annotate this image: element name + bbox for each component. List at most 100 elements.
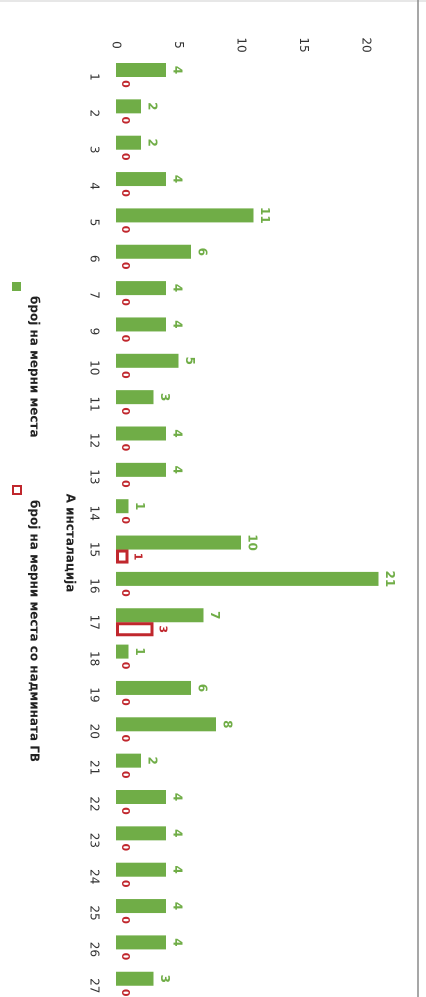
data-label-measuring-points: 5 [183, 357, 197, 365]
data-label-measuring-points: 7 [208, 611, 222, 619]
data-label-measuring-points: 2 [146, 139, 160, 147]
bar-24-measuring-points [116, 862, 166, 877]
data-label-exceeded: 0 [119, 989, 132, 997]
legend-label-exceeded: број на мерни места со надмината ГВ [28, 500, 42, 762]
category-tick-label: 2 [88, 110, 102, 118]
data-label-exceeded: 0 [119, 916, 132, 924]
category-tick-label: 20 [88, 724, 102, 739]
category-axis-title: А инсталација [64, 494, 78, 593]
category-tick-label: 9 [88, 328, 102, 336]
data-label-exceeded: 1 [132, 553, 145, 561]
bar-5-measuring-points [116, 208, 254, 223]
legend-swatch-measuring-points [12, 282, 21, 291]
bar-16-measuring-points [116, 571, 379, 586]
data-label-measuring-points: 4 [171, 938, 185, 946]
bar-6-measuring-points [116, 244, 191, 259]
bar-7-measuring-points [116, 281, 166, 296]
bar-15-measuring-points [116, 535, 241, 550]
bar-20-measuring-points [116, 717, 216, 732]
data-label-exceeded: 0 [119, 298, 132, 306]
bar-18-measuring-points [116, 644, 129, 659]
data-label-exceeded: 0 [119, 189, 132, 197]
bar-15-exceeded [116, 549, 129, 564]
data-label-exceeded: 0 [119, 407, 132, 415]
data-label-measuring-points: 1 [133, 647, 147, 655]
bar-4-measuring-points [116, 172, 166, 187]
data-label-measuring-points: 21 [383, 571, 397, 588]
bar-11-measuring-points [116, 390, 154, 405]
category-tick-label: 23 [88, 833, 102, 848]
category-tick-label: 27 [88, 978, 102, 993]
data-label-exceeded: 3 [157, 625, 170, 633]
category-tick-label: 25 [88, 905, 102, 920]
data-label-measuring-points: 4 [171, 429, 185, 437]
data-label-exceeded: 0 [119, 734, 132, 742]
data-label-exceeded: 0 [119, 880, 132, 888]
category-tick-label: 26 [88, 942, 102, 957]
data-label-measuring-points: 4 [171, 66, 185, 74]
data-label-measuring-points: 4 [171, 466, 185, 474]
data-label-measuring-points: 6 [196, 248, 210, 256]
data-label-measuring-points: 10 [246, 534, 260, 551]
data-label-measuring-points: 4 [171, 793, 185, 801]
bar-17-measuring-points [116, 608, 204, 623]
category-tick-label: 14 [88, 506, 102, 521]
data-label-measuring-points: 4 [171, 284, 185, 292]
data-label-measuring-points: 4 [171, 320, 185, 328]
bar-25-measuring-points [116, 899, 166, 914]
data-label-exceeded: 0 [119, 117, 132, 125]
data-label-measuring-points: 3 [158, 975, 172, 983]
data-label-exceeded: 0 [119, 444, 132, 452]
bar-26-measuring-points [116, 935, 166, 950]
bar-3-measuring-points [116, 135, 141, 150]
value-tick-label: 0 [110, 41, 124, 49]
bar-19-measuring-points [116, 680, 191, 695]
data-label-exceeded: 0 [119, 807, 132, 815]
legend-label-measuring-points: број на мерни места [28, 296, 42, 438]
data-label-exceeded: 0 [119, 771, 132, 779]
data-label-measuring-points: 6 [196, 684, 210, 692]
data-label-exceeded: 0 [119, 262, 132, 270]
legend-swatch-exceeded [12, 485, 22, 495]
category-tick-label: 22 [88, 796, 102, 811]
data-label-exceeded: 0 [119, 589, 132, 597]
bar-1-measuring-points [116, 63, 166, 77]
bar-27-measuring-points [116, 971, 154, 986]
category-tick-label: 13 [88, 469, 102, 484]
data-label-measuring-points: 4 [171, 829, 185, 837]
data-label-measuring-points: 2 [146, 756, 160, 764]
data-label-exceeded: 0 [119, 226, 132, 234]
data-label-measuring-points: 8 [221, 720, 235, 728]
bar-10-measuring-points [116, 353, 179, 368]
category-tick-label: 18 [88, 651, 102, 666]
category-tick-label: 5 [88, 219, 102, 227]
data-label-exceeded: 0 [119, 844, 132, 852]
bar-2-measuring-points [116, 99, 141, 114]
data-label-measuring-points: 3 [158, 393, 172, 401]
data-label-exceeded: 0 [119, 662, 132, 670]
bar-17-exceeded [116, 622, 154, 637]
data-label-measuring-points: 1 [133, 502, 147, 510]
value-tick-label: 5 [172, 41, 186, 49]
data-label-measuring-points: 4 [171, 902, 185, 910]
category-tick-label: 3 [88, 146, 102, 154]
category-tick-label: 15 [88, 542, 102, 557]
category-tick-label: 19 [88, 687, 102, 702]
category-tick-label: 21 [88, 760, 102, 775]
data-label-measuring-points: 4 [171, 175, 185, 183]
value-tick-label: 10 [235, 37, 249, 52]
bar-12-measuring-points [116, 426, 166, 441]
data-label-exceeded: 0 [119, 153, 132, 161]
category-tick-label: 4 [88, 182, 102, 190]
data-label-exceeded: 0 [119, 953, 132, 961]
data-label-measuring-points: 4 [171, 866, 185, 874]
category-tick-label: 16 [88, 578, 102, 593]
bar-22-measuring-points [116, 790, 166, 804]
value-tick-label: 20 [360, 37, 374, 52]
bar-21-measuring-points [116, 753, 141, 768]
data-label-measuring-points: 11 [258, 207, 272, 224]
data-label-exceeded: 0 [119, 698, 132, 706]
data-label-exceeded: 0 [119, 371, 132, 379]
